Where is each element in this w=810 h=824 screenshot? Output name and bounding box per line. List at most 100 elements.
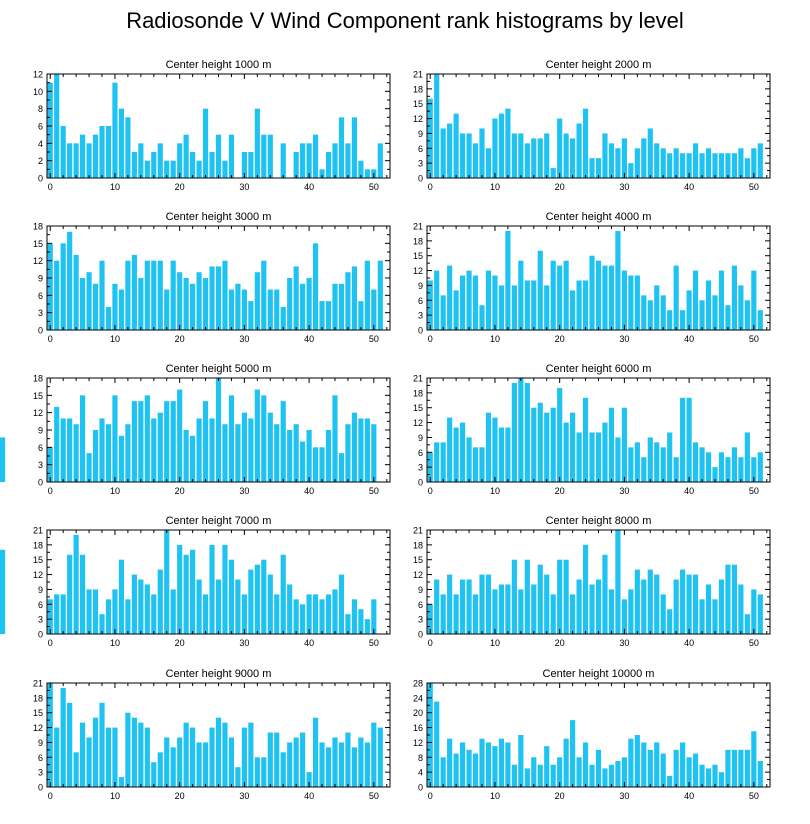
- bar: [80, 278, 86, 330]
- bar: [190, 152, 196, 178]
- bar: [0, 549, 6, 634]
- bar: [576, 280, 582, 330]
- bar: [105, 424, 112, 482]
- bar: [306, 594, 312, 634]
- bar: [377, 727, 383, 787]
- bar: [479, 447, 485, 482]
- bar: [170, 747, 176, 787]
- y-tick-label: 12: [413, 570, 423, 580]
- bar: [524, 143, 530, 178]
- bar: [680, 742, 686, 787]
- bar: [151, 260, 157, 330]
- bar: [209, 266, 215, 330]
- bar: [544, 285, 550, 330]
- bar: [202, 742, 209, 787]
- bar: [641, 457, 647, 482]
- bar: [157, 569, 163, 634]
- y-tick-label: 15: [413, 99, 423, 109]
- bar: [725, 564, 731, 634]
- bar: [434, 74, 440, 178]
- bar: [144, 395, 150, 482]
- bar: [595, 579, 602, 634]
- bar: [550, 764, 556, 787]
- bar: [712, 599, 718, 634]
- bar: [667, 310, 673, 330]
- bar: [440, 757, 446, 787]
- bar: [287, 430, 293, 482]
- bar: [319, 301, 325, 330]
- x-tick-label: 10: [110, 486, 120, 496]
- bar: [325, 747, 332, 787]
- bar: [641, 138, 647, 178]
- bar: [345, 424, 351, 482]
- bar: [621, 407, 627, 482]
- bar: [654, 574, 660, 634]
- bar: [157, 260, 163, 330]
- x-tick-label: 10: [490, 334, 500, 344]
- bar: [54, 406, 60, 482]
- bar: [319, 169, 325, 178]
- bar: [138, 143, 144, 178]
- bar: [498, 584, 505, 634]
- bar: [196, 272, 202, 330]
- bar: [151, 594, 157, 634]
- bar: [641, 295, 647, 330]
- bar: [563, 422, 569, 482]
- bar: [67, 554, 73, 634]
- y-tick-label: 12: [413, 418, 423, 428]
- bar: [602, 133, 608, 178]
- bar: [686, 153, 692, 178]
- y-tick-label: 3: [418, 159, 423, 169]
- bar: [254, 757, 260, 787]
- y-tick-label: 6: [418, 448, 423, 458]
- bar: [92, 589, 99, 634]
- x-tick-label: 0: [428, 638, 433, 648]
- bar: [138, 722, 144, 787]
- bar: [485, 412, 492, 482]
- bar: [293, 599, 299, 634]
- y-tick-label: 0: [418, 174, 423, 184]
- bar: [300, 143, 306, 178]
- bar: [306, 143, 312, 178]
- bar: [54, 727, 60, 787]
- x-tick-label: 20: [175, 486, 185, 496]
- y-tick-label: 12: [33, 256, 43, 266]
- bar: [151, 418, 157, 482]
- bar: [280, 752, 286, 787]
- y-tick-label: 0: [38, 174, 43, 184]
- x-tick-label: 0: [428, 486, 433, 496]
- bar: [280, 401, 286, 482]
- bar: [86, 143, 92, 178]
- bar: [738, 584, 744, 634]
- bar: [261, 260, 267, 330]
- bar: [131, 152, 137, 178]
- bar: [576, 579, 582, 634]
- bar: [202, 401, 209, 482]
- bar: [202, 108, 209, 178]
- bar: [287, 584, 293, 634]
- x-tick-label: 0: [48, 486, 53, 496]
- bar: [47, 82, 53, 178]
- bar: [86, 453, 92, 482]
- bar: [744, 300, 750, 330]
- bar: [751, 148, 757, 178]
- y-tick-label: 16: [413, 723, 423, 733]
- bar: [131, 717, 137, 787]
- y-tick-label: 15: [413, 403, 423, 413]
- bar: [447, 574, 453, 634]
- x-tick-label: 50: [369, 334, 379, 344]
- bar: [67, 418, 73, 482]
- bar: [505, 427, 511, 482]
- bar: [60, 243, 66, 330]
- bar: [183, 554, 189, 634]
- bar: [241, 152, 247, 178]
- bar: [654, 442, 660, 482]
- y-tick-label: 10: [33, 87, 43, 97]
- bar: [537, 764, 543, 787]
- bar: [537, 138, 543, 178]
- bar: [60, 126, 66, 178]
- bar: [654, 285, 660, 330]
- bar: [170, 589, 176, 634]
- bar: [757, 310, 763, 330]
